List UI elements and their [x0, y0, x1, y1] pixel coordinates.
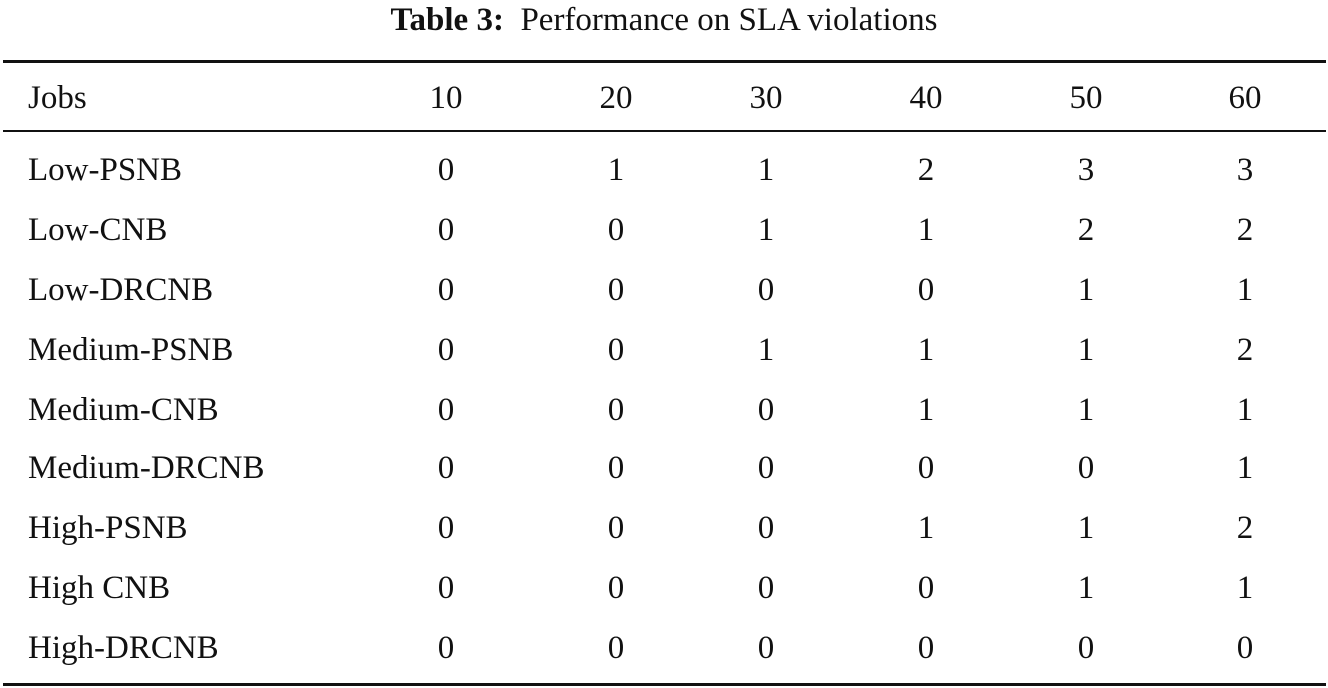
table-caption: Table 3: Performance on SLA violations: [0, 0, 1328, 40]
table-cell: 1: [757, 152, 775, 188]
table-cell: 0: [757, 392, 775, 428]
table-cell: 0: [607, 510, 625, 546]
header-cell: 60: [1228, 80, 1262, 116]
table-cell: 1: [1077, 392, 1095, 428]
table-cell: 0: [607, 332, 625, 368]
table-cell: 0: [757, 272, 775, 308]
table-cell: 0: [917, 450, 935, 486]
table-cell: 1: [1236, 272, 1254, 308]
table-bottom-rule: [3, 683, 1326, 686]
table-cell: 0: [917, 272, 935, 308]
row-label: Low-DRCNB: [28, 272, 214, 308]
table-cell: 0: [437, 630, 455, 666]
table-cell: 0: [1236, 630, 1254, 666]
caption-text: Performance on SLA violations: [520, 2, 938, 38]
table-cell: 0: [1077, 630, 1095, 666]
table-row: Low-CNB 0 0 1 1 2 2: [0, 208, 1328, 252]
table-cell: 0: [1077, 450, 1095, 486]
table-cell: 0: [757, 510, 775, 546]
table-row: High-DRCNB 0 0 0 0 0 0: [0, 626, 1328, 670]
table-cell: 0: [607, 392, 625, 428]
table-cell: 2: [917, 152, 935, 188]
header-cell: 10: [429, 80, 463, 116]
table-cell: 0: [437, 212, 455, 248]
table-cell: 0: [437, 450, 455, 486]
table-cell: 0: [607, 630, 625, 666]
table-cell: 3: [1236, 152, 1254, 188]
header-cell: 50: [1069, 80, 1103, 116]
table-row: Medium-PSNB 0 0 1 1 1 2: [0, 328, 1328, 372]
table-header-rule: [3, 130, 1326, 132]
table-cell: 0: [917, 570, 935, 606]
table-cell: 1: [1077, 332, 1095, 368]
table-cell: 0: [757, 450, 775, 486]
table-cell: 0: [607, 450, 625, 486]
table-row: Medium-CNB 0 0 0 1 1 1: [0, 388, 1328, 432]
table-cell: 1: [607, 152, 625, 188]
table-cell: 0: [607, 570, 625, 606]
table-cell: 0: [437, 510, 455, 546]
table-cell: 0: [757, 630, 775, 666]
table-cell: 2: [1077, 212, 1095, 248]
header-cell: 30: [749, 80, 783, 116]
table-cell: 1: [757, 332, 775, 368]
table-cell: 1: [917, 212, 935, 248]
table-cell: 1: [917, 392, 935, 428]
table-cell: 0: [437, 570, 455, 606]
table-cell: 1: [757, 212, 775, 248]
table-cell: 3: [1077, 152, 1095, 188]
table-cell: 1: [1236, 392, 1254, 428]
caption-label: Table 3:: [390, 2, 504, 38]
table-cell: 0: [607, 212, 625, 248]
row-label: High-PSNB: [28, 510, 188, 546]
row-label: High CNB: [28, 570, 171, 606]
table-header-row: Jobs 10 20 30 40 50 60: [0, 76, 1328, 120]
table-top-rule: [3, 60, 1326, 63]
row-label: Low-CNB: [28, 212, 168, 248]
table-row: Low-DRCNB 0 0 0 0 1 1: [0, 268, 1328, 312]
table-cell: 2: [1236, 332, 1254, 368]
table-cell: 0: [437, 272, 455, 308]
table-cell: 1: [1236, 450, 1254, 486]
row-label: Medium-DRCNB: [28, 450, 265, 486]
table-cell: 1: [917, 332, 935, 368]
table-cell: 1: [1077, 272, 1095, 308]
table-cell: 1: [1077, 570, 1095, 606]
row-label: Low-PSNB: [28, 152, 183, 188]
row-label: Medium-PSNB: [28, 332, 234, 368]
table-row: High CNB 0 0 0 0 1 1: [0, 566, 1328, 610]
table-row: Low-PSNB 0 1 1 2 3 3: [0, 148, 1328, 192]
table-cell: 0: [917, 630, 935, 666]
table-cell: 0: [437, 392, 455, 428]
table-cell: 0: [757, 570, 775, 606]
table-cell: 1: [1077, 510, 1095, 546]
table-cell: 0: [437, 332, 455, 368]
table-cell: 2: [1236, 510, 1254, 546]
row-label: Medium-CNB: [28, 392, 219, 428]
row-label: High-DRCNB: [28, 630, 219, 666]
table-cell: 1: [1236, 570, 1254, 606]
header-label: Jobs: [28, 80, 87, 116]
table-cell: 0: [437, 152, 455, 188]
table-cell: 2: [1236, 212, 1254, 248]
header-cell: 20: [599, 80, 633, 116]
header-cell: 40: [909, 80, 943, 116]
table-cell: 0: [607, 272, 625, 308]
table-row: Medium-DRCNB 0 0 0 0 0 1: [0, 446, 1328, 490]
table-row: High-PSNB 0 0 0 1 1 2: [0, 506, 1328, 550]
table-cell: 1: [917, 510, 935, 546]
